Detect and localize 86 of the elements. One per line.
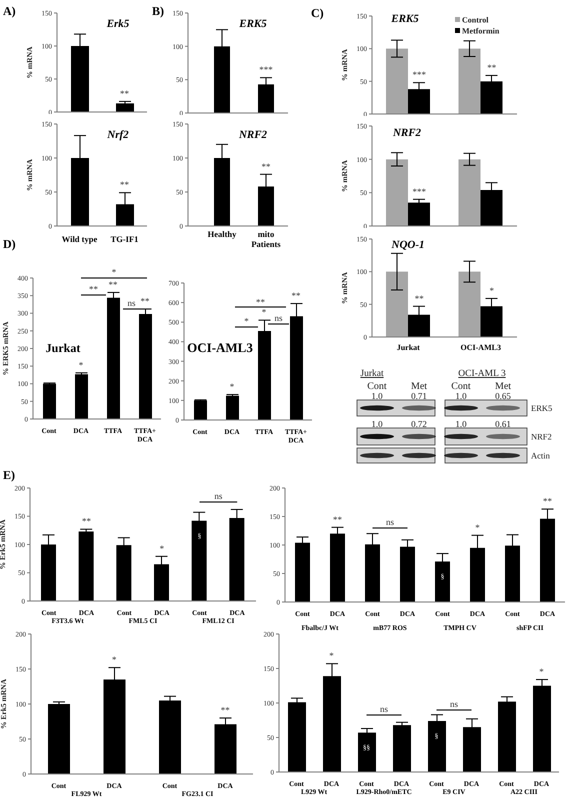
annotation: ** (414, 293, 424, 304)
text: E) (3, 468, 16, 482)
chart-title: NRF2 (392, 127, 422, 139)
bar (159, 700, 181, 774)
annotation: * (160, 543, 165, 554)
bar (386, 272, 408, 337)
annotation: ** (262, 161, 271, 172)
annotation: ** (140, 296, 150, 306)
legend-label: Control (462, 16, 490, 24)
annotation: ** (220, 705, 230, 715)
bar (408, 202, 430, 226)
annotation: * (475, 522, 480, 532)
annotation: ** (487, 62, 497, 72)
annotation: ** (333, 514, 342, 524)
annotation: ** (543, 496, 552, 506)
legend-label: Metformin (462, 26, 500, 36)
text: 0.72 (411, 419, 427, 429)
bar (393, 725, 411, 772)
annotation: * (230, 382, 235, 392)
bar (458, 272, 480, 337)
annotation: ns (450, 699, 458, 709)
annotation: *** (412, 70, 426, 80)
text: 0.61 (495, 419, 511, 429)
bar (75, 374, 88, 419)
text: B) (152, 4, 164, 18)
text: 1.0 (455, 419, 467, 429)
annotation: * (329, 650, 334, 661)
annotation: ** (292, 290, 301, 301)
category-label: ERK5 (531, 403, 552, 413)
annotation: * (262, 307, 267, 318)
category-label: Met (410, 381, 428, 392)
annotation: ** (82, 516, 92, 526)
annotation: *** (412, 186, 426, 196)
text: 1.0 (371, 419, 383, 429)
annotation: * (112, 654, 117, 665)
text: C) (311, 6, 324, 20)
category-label: Cont (451, 381, 471, 392)
annotation: ns (214, 491, 223, 501)
bar (43, 384, 56, 419)
text: 1.0 (455, 391, 467, 401)
bar (458, 48, 480, 114)
annotation: ** (108, 279, 118, 290)
text: A) (3, 4, 16, 18)
x-tick-label: mito Patients (251, 228, 282, 250)
annotation: ** (120, 88, 130, 98)
bar (288, 702, 306, 772)
text: 0.65 (495, 391, 511, 401)
annotation: ns (380, 704, 388, 714)
annotation: ns (274, 313, 283, 323)
text: 0.71 (411, 391, 427, 401)
annotation: *** (259, 64, 274, 75)
text: * (112, 267, 117, 277)
text: NRF2 (238, 129, 268, 141)
text: 1.0 (371, 391, 383, 401)
category-label: Met (494, 381, 512, 392)
bar (386, 48, 408, 114)
bar (386, 159, 408, 226)
annotation: ns (386, 517, 394, 527)
bar (458, 159, 480, 226)
chart-title: Erk5 (106, 18, 130, 30)
text: OCI-AML 3 (458, 369, 506, 379)
text: Jurkat (360, 369, 384, 379)
x-tick-label: Wild type (62, 234, 98, 244)
chart-title: ERK5 (238, 18, 268, 30)
x-tick-label: TG-IF1 (110, 234, 138, 244)
category-label: Cont (367, 381, 387, 392)
annotation: ** (120, 180, 130, 190)
chart-title: Nrf2 (106, 129, 130, 141)
annotation: ** (89, 284, 98, 294)
chart-title: ERK5 (390, 13, 420, 25)
category-label: Actin (531, 450, 550, 460)
annotation: * (244, 316, 250, 326)
text: D) (3, 237, 16, 251)
bar (358, 732, 376, 772)
annotation: ** (256, 297, 266, 307)
annotation: * (539, 666, 544, 677)
chart-title: NQO-1 (390, 239, 424, 251)
bar (194, 400, 207, 420)
bar (48, 704, 70, 774)
x-tick-label: Healthy (208, 228, 238, 239)
annotation: * (78, 360, 84, 370)
bar (226, 396, 239, 420)
category-label: NRF2 (531, 432, 552, 442)
annotation: ns (127, 298, 136, 308)
annotation: * (490, 285, 494, 296)
bar (78, 532, 94, 601)
